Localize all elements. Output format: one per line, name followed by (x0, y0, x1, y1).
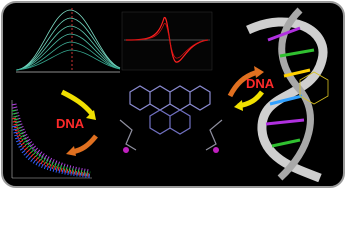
spectrum-curve (15, 25, 121, 71)
spectrum-curve (15, 9, 121, 71)
dna-helix (246, 7, 329, 183)
graphical-abstract: DNA DNA (1, 1, 345, 188)
decay-points (12, 125, 91, 178)
metal-atom (123, 147, 129, 153)
molecule (119, 85, 223, 153)
ring-system (149, 109, 191, 135)
spectrum-curve (15, 33, 121, 71)
base-pair (283, 68, 311, 78)
spectrum-curve (15, 41, 121, 71)
cd-curve (125, 23, 209, 59)
arrow (60, 89, 94, 116)
ring-system (129, 85, 211, 111)
spectra-panel (15, 8, 121, 73)
base-pair (269, 94, 303, 106)
base-pair (267, 26, 301, 42)
metal-atom (213, 147, 219, 153)
base-pair (265, 118, 305, 126)
page: DNA DNA (() => { const data = JSON.parse… (0, 0, 346, 189)
spectrum-curve (15, 49, 121, 71)
base-pairs (265, 26, 315, 148)
decay-points (12, 117, 91, 177)
arrowhead (66, 146, 76, 156)
base-pair (279, 48, 315, 58)
bound-ligand (299, 71, 329, 105)
backbone (246, 17, 328, 183)
spectrum-curve (15, 17, 121, 71)
dna-label: DNA (56, 116, 85, 131)
cd-panel (121, 11, 213, 71)
arrowhead (86, 110, 96, 120)
base-pair (271, 138, 301, 148)
arrowhead (234, 100, 243, 111)
arrowhead (254, 66, 264, 78)
decay-panel (11, 100, 92, 179)
dna-label: DNA (246, 76, 275, 91)
side-chain (119, 119, 223, 151)
arrow (227, 69, 259, 98)
